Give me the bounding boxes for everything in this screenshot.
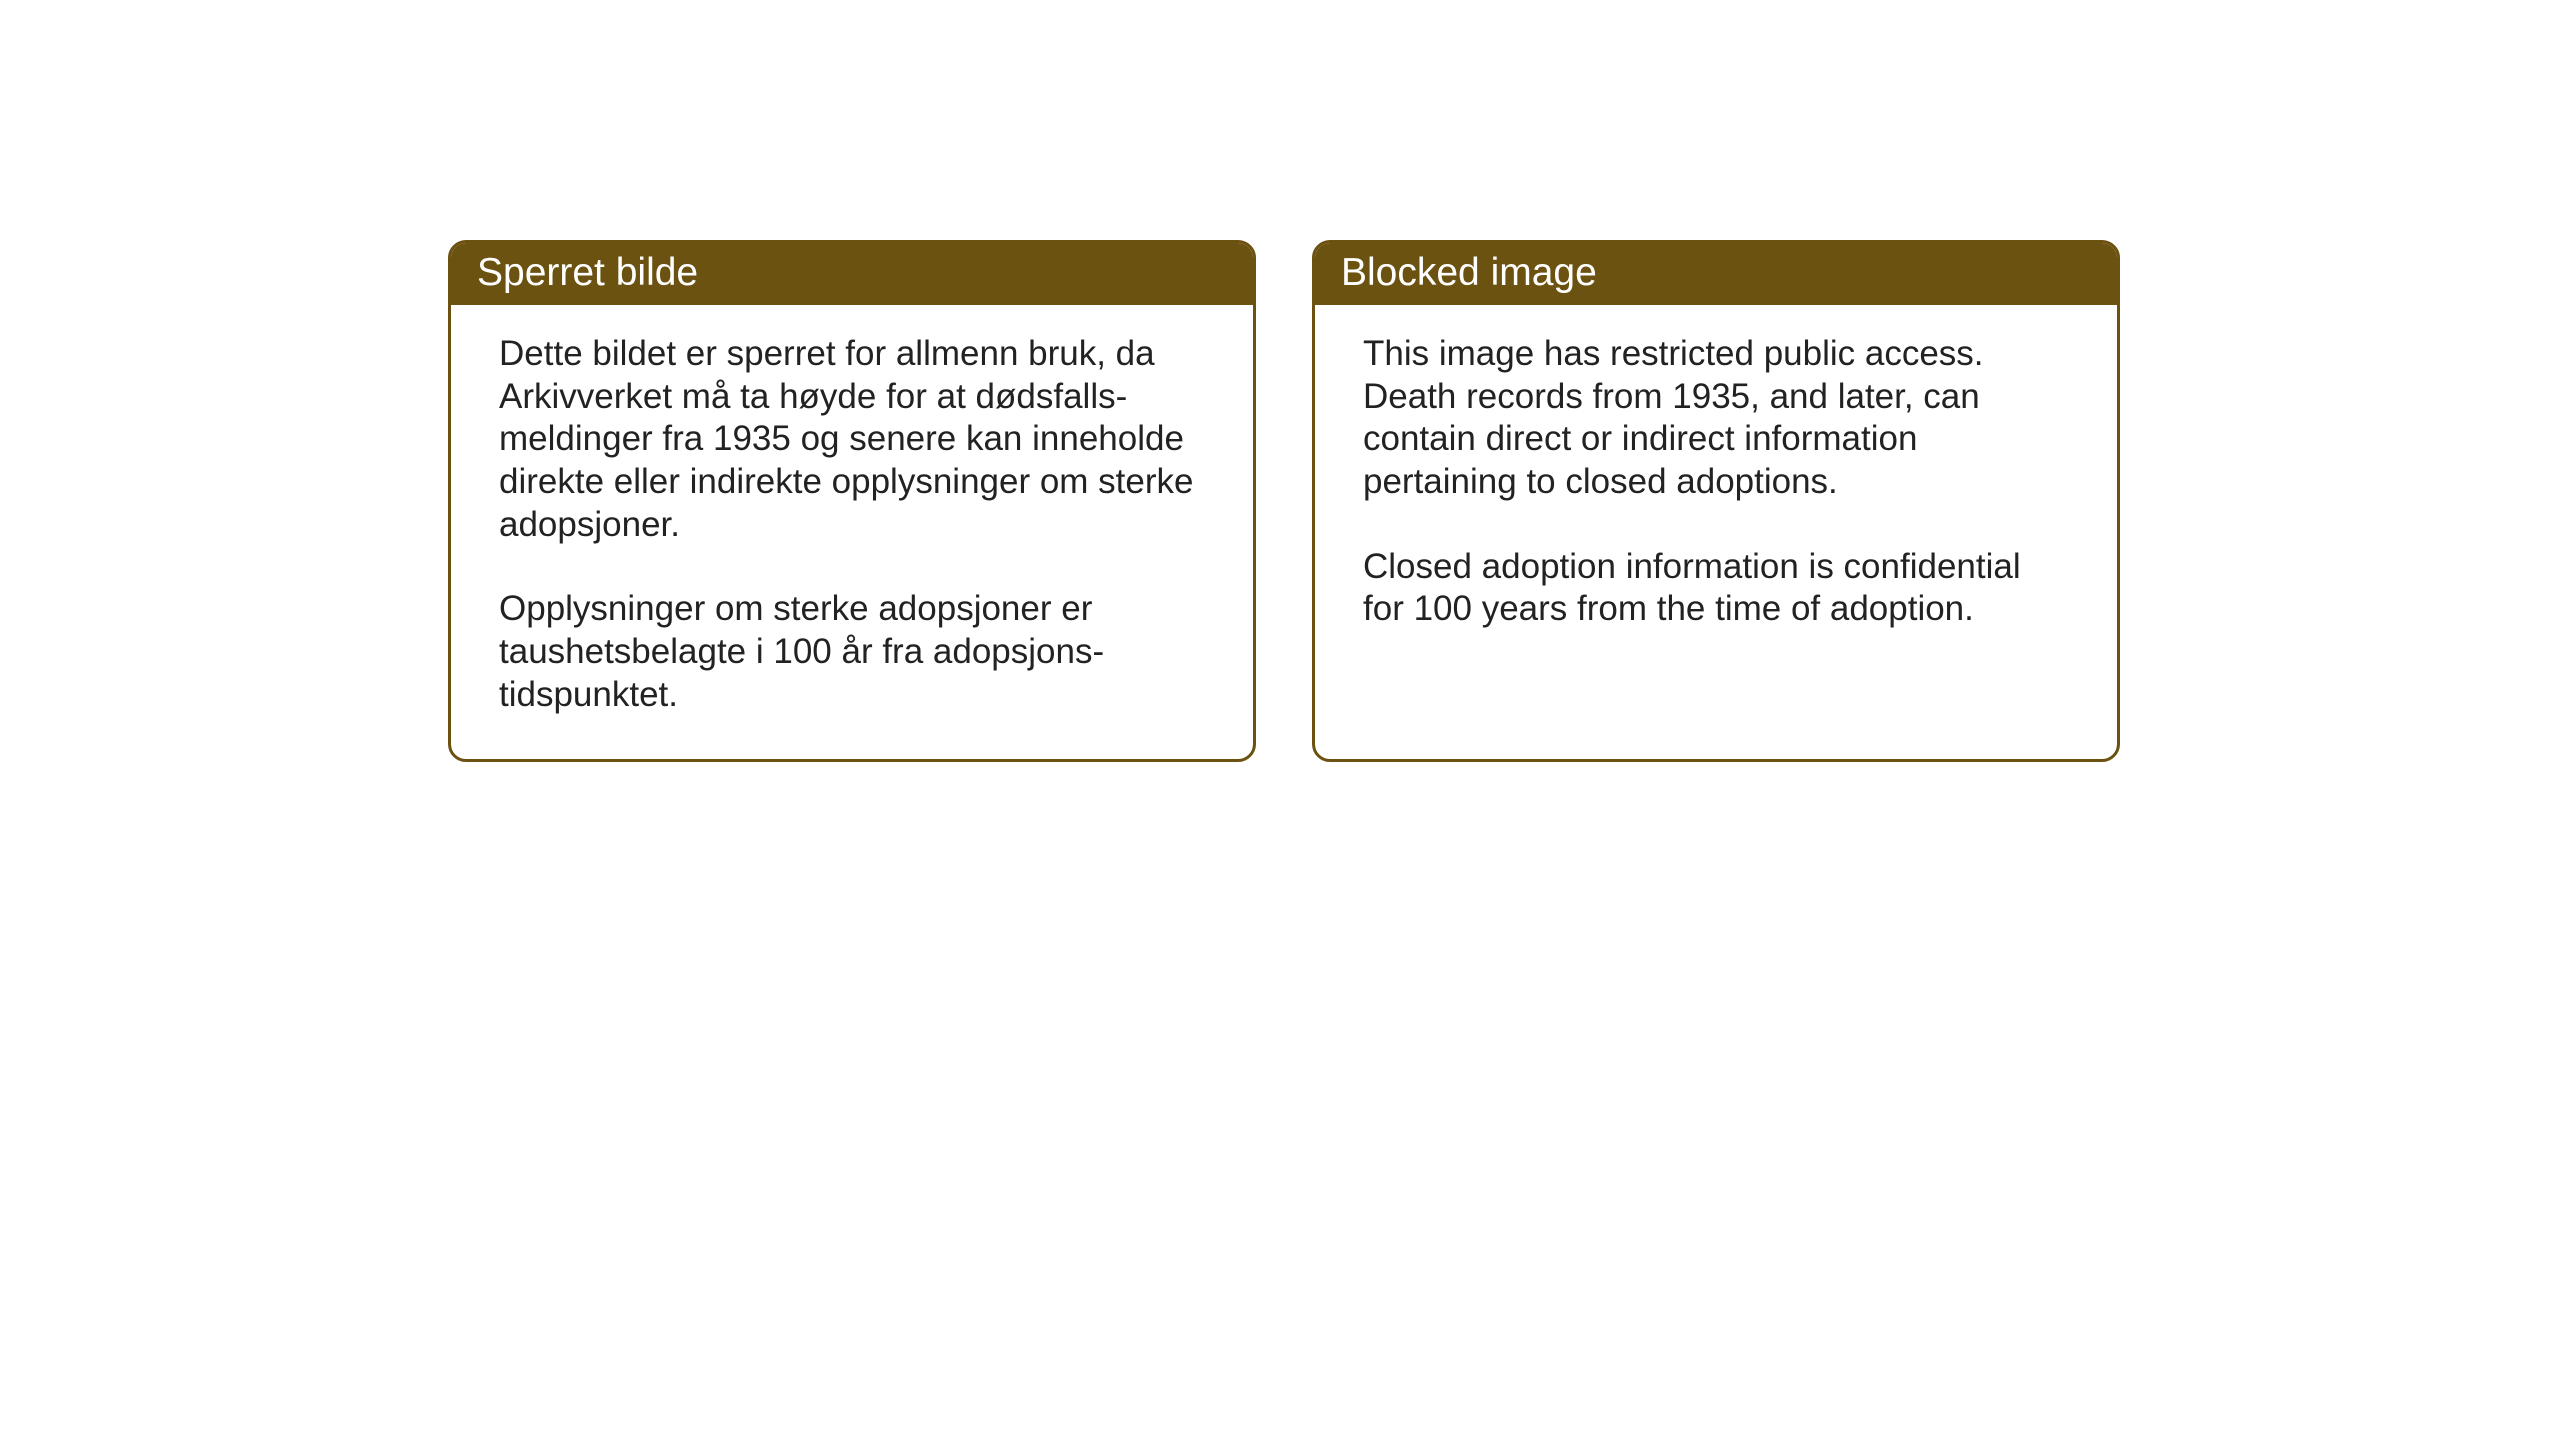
card-title-norwegian: Sperret bilde — [451, 243, 1253, 305]
paragraph-2-norwegian: Opplysninger om sterke adopsjoner er tau… — [499, 588, 1205, 716]
paragraph-1-norwegian: Dette bildet er sperret for allmenn bruk… — [499, 333, 1205, 546]
notice-card-english: Blocked image This image has restricted … — [1312, 240, 2120, 762]
card-body-norwegian: Dette bildet er sperret for allmenn bruk… — [451, 305, 1253, 759]
paragraph-1-english: This image has restricted public access.… — [1363, 333, 2069, 504]
card-title-english: Blocked image — [1315, 243, 2117, 305]
paragraph-2-english: Closed adoption information is confident… — [1363, 546, 2069, 631]
notice-card-norwegian: Sperret bilde Dette bildet er sperret fo… — [448, 240, 1256, 762]
card-body-english: This image has restricted public access.… — [1315, 305, 2117, 673]
notice-container: Sperret bilde Dette bildet er sperret fo… — [448, 240, 2120, 762]
